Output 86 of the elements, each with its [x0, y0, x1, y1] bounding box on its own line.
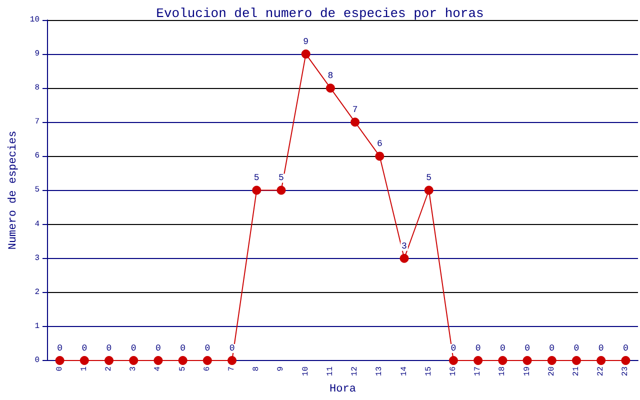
x-tick-label: 15: [424, 366, 434, 376]
data-label: 0: [622, 344, 628, 354]
data-label: 7: [352, 105, 358, 116]
data-label: 5: [426, 173, 432, 184]
point: [55, 356, 64, 365]
point: [375, 152, 384, 161]
x-tick-label: 3: [129, 366, 138, 372]
point: [326, 84, 335, 93]
data-label: 0: [598, 344, 604, 354]
point: [498, 356, 508, 365]
point: [572, 356, 581, 365]
data-label: 0: [106, 344, 112, 354]
point: [596, 356, 606, 365]
x-tick-label: 22: [596, 366, 606, 376]
chart-title: Evolucion del numero de especies por horas: [156, 6, 484, 21]
x-tick-label: 8: [252, 366, 262, 372]
point: [621, 356, 630, 365]
x-tick-label: 2: [104, 366, 114, 372]
x-tick-label: 12: [350, 366, 360, 376]
data-label: 0: [204, 344, 210, 354]
point: [522, 356, 532, 365]
y-tick-label: 9: [34, 50, 40, 59]
y-axis-title: Numero de especies: [8, 130, 20, 250]
data-label: 0: [57, 344, 63, 354]
y-tick-label: 6: [34, 152, 40, 161]
point: [424, 186, 434, 195]
point: [178, 356, 188, 365]
data-label: 0: [156, 344, 161, 354]
y-tick-label: 10: [30, 16, 40, 24]
x-tick-label: 19: [522, 366, 532, 376]
point: [80, 356, 89, 365]
y-tick-label: 4: [34, 220, 40, 229]
data-label: 0: [574, 344, 580, 354]
data-label: 3: [402, 241, 407, 252]
data-label: 0: [524, 344, 530, 354]
point: [129, 356, 138, 365]
data-label: 0: [229, 344, 235, 354]
point: [400, 254, 409, 263]
point: [448, 356, 458, 365]
x-tick-label: 23: [621, 366, 630, 376]
y-tick-label: 0: [34, 356, 40, 365]
data-label: 0: [475, 344, 481, 354]
y-tick-label: 5: [34, 186, 40, 195]
point: [276, 186, 286, 195]
x-tick-label: 20: [547, 366, 556, 376]
data-label: 0: [82, 344, 88, 354]
x-tick-label: 7: [228, 366, 237, 372]
data-label: 5: [278, 173, 284, 184]
data-label: 6: [376, 139, 382, 150]
point: [202, 356, 212, 365]
y-tick-label: 3: [34, 254, 40, 263]
x-tick-label: 16: [448, 366, 458, 376]
data-label: 8: [328, 71, 334, 82]
point: [252, 186, 262, 195]
x-axis-title: Hora: [330, 384, 356, 396]
x-tick-label: 18: [498, 366, 508, 376]
x-tick-label: 9: [276, 366, 286, 372]
point: [154, 356, 163, 365]
data-label: 0: [180, 344, 186, 354]
point: [104, 356, 114, 365]
point: [547, 356, 556, 365]
x-tick-label: 10: [301, 366, 310, 376]
x-tick-label: 14: [400, 366, 409, 376]
point: [350, 118, 360, 127]
data-label: 9: [303, 37, 309, 48]
y-tick-label: 2: [34, 288, 40, 297]
x-tick-label: 13: [375, 366, 384, 376]
x-tick-label: 1: [80, 366, 89, 372]
y-tick-label: 7: [34, 118, 40, 127]
x-tick-label: 0: [55, 366, 64, 372]
point: [474, 356, 483, 365]
data-label: 5: [254, 173, 260, 184]
x-tick-label: 21: [572, 366, 581, 376]
point: [301, 50, 310, 59]
x-tick-label: 11: [326, 366, 335, 376]
x-tick-label: 6: [202, 366, 212, 372]
y-tick-label: 8: [34, 84, 40, 93]
y-tick-label: 1: [34, 322, 40, 331]
x-tick-label: 5: [178, 366, 188, 372]
data-label: 0: [450, 344, 456, 354]
point: [228, 356, 237, 365]
x-tick-label: 4: [154, 366, 163, 372]
x-tick-label: 17: [474, 366, 483, 376]
data-label: 0: [130, 344, 136, 354]
data-label: 0: [549, 344, 555, 354]
data-label: 0: [500, 344, 506, 354]
